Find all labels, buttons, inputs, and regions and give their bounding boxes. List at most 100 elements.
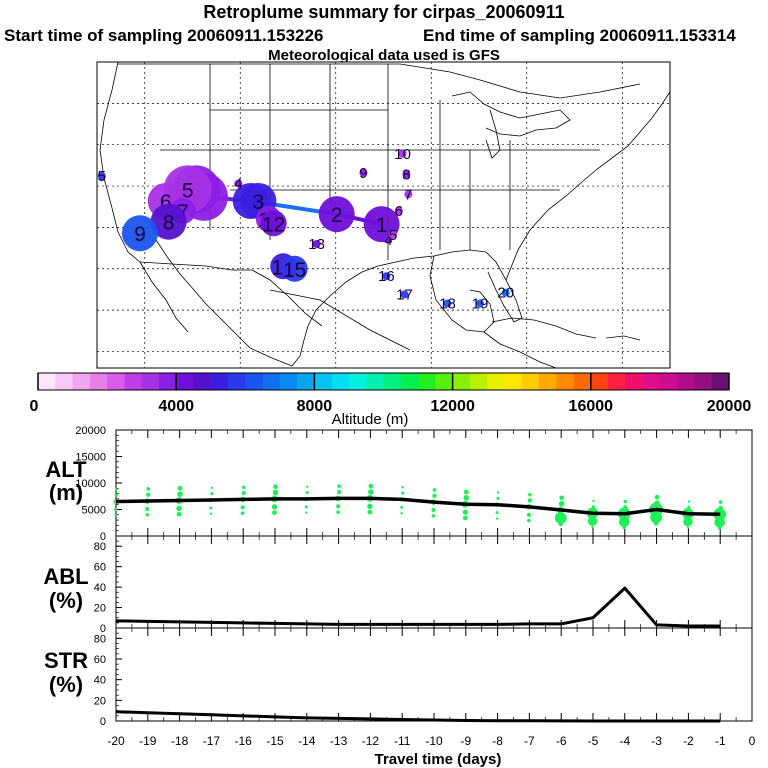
alt-plume-dot (623, 505, 628, 510)
alt-plume-dot (653, 520, 659, 526)
alt-plume-dot (305, 511, 308, 514)
alt-plume-dot (717, 526, 722, 530)
plume-point (121, 215, 158, 252)
colorbar-swatch (279, 373, 298, 390)
plume-point (312, 239, 321, 248)
map-panel: 1233444555566778899101112131415161718192… (96, 61, 671, 369)
alt-plume-dot (592, 499, 595, 503)
alt-ytick-label: 10000 (75, 478, 106, 490)
x-tick-label: -13 (330, 734, 348, 748)
abl-label-unit: (%) (49, 588, 83, 613)
plume-point-label: 13 (308, 236, 325, 253)
str-label-unit: (%) (49, 672, 83, 697)
colorbar-tick-label: 16000 (569, 398, 614, 415)
x-tick-label: -2 (683, 734, 694, 748)
plume-point-label: 17 (396, 286, 413, 303)
alt-plume-dot (650, 511, 662, 524)
alt-plume-dot (241, 490, 246, 496)
alt-plume-dot (528, 492, 532, 497)
colorbar-swatch (366, 373, 384, 390)
colorbar-swatch (55, 373, 74, 390)
alt-plume-dot (337, 484, 341, 488)
alt-plume-dot (210, 486, 214, 489)
x-tick-label: -10 (425, 734, 443, 748)
gulf-coast (291, 249, 487, 367)
alt-plume-dot (687, 500, 691, 503)
alt-plume-dot (687, 505, 691, 509)
alt-plume-dot (336, 510, 340, 514)
colorbar-swatch (487, 373, 505, 390)
plume-point-label: 16 (378, 268, 395, 285)
x-tick-label: -11 (394, 734, 411, 748)
plume-point-label: 8 (402, 166, 410, 183)
alt-label-unit: (m) (49, 480, 83, 505)
plume-point (97, 172, 106, 181)
colorbar-swatch (435, 373, 454, 390)
alt-plume-dot (210, 492, 214, 496)
alt-plume-dot (714, 516, 725, 528)
alt-plume-dot (654, 494, 660, 500)
alt-plume-dot (336, 489, 342, 495)
alt-plume-dot (367, 503, 373, 510)
colorbar-swatch (89, 373, 108, 390)
str-ytick-label: 20 (94, 695, 106, 707)
alt-plume-dot (271, 504, 278, 510)
alt-plume-dot (526, 512, 532, 517)
alt-plume-dot (463, 495, 470, 501)
x-tick-label: -5 (588, 734, 599, 748)
abl-ytick-label: 60 (94, 562, 106, 574)
colorbar-swatch (521, 373, 540, 390)
colorbar-swatch (158, 373, 177, 390)
alt-plume-dot (718, 505, 723, 511)
alt-plume-dot (527, 498, 533, 503)
colorbar-swatch (538, 373, 557, 390)
alt-plume-dot (209, 512, 213, 515)
plume-point (359, 168, 368, 177)
alt-plume-dot (462, 509, 468, 515)
plume-point-label: 4 (384, 232, 392, 249)
colorbar-swatch (383, 373, 402, 390)
alt-plume-dot (496, 491, 500, 494)
alt-plume-dot (336, 504, 341, 509)
alt-plume-dot (114, 493, 119, 497)
plume-point (443, 299, 452, 308)
atlantic-coast (505, 91, 670, 281)
alt-plume-dot (463, 489, 469, 495)
alt-plume-dot (368, 489, 374, 495)
plume-point-label: 7 (404, 186, 412, 203)
x-tick-label: -12 (362, 734, 380, 748)
x-tick-label: -18 (171, 734, 189, 748)
alt-plume-dot (400, 512, 403, 515)
central-america (483, 331, 557, 368)
plume-point (398, 149, 407, 158)
florida (485, 251, 523, 323)
alt-plume-dot (654, 500, 660, 506)
mexico-state-line (269, 289, 411, 351)
alt-plume-dot (431, 514, 436, 518)
alt-plume-dot (115, 488, 118, 491)
abl-line (115, 586, 721, 628)
alt-plume-dot (591, 505, 596, 509)
alt-plume-dot (686, 526, 690, 529)
plume-point (318, 196, 355, 233)
alt-panel: 0 5000 10000 15000 20000 ALT(m) (45, 425, 753, 543)
alt-plume-dot (587, 516, 598, 526)
plume-point (402, 170, 411, 179)
plume-point (400, 290, 409, 299)
colorbar-title: Altitude (m) (332, 411, 409, 428)
colorbar-swatch (193, 373, 212, 390)
us-canada-border (118, 63, 641, 99)
plume-point-label: 2 (331, 204, 343, 227)
str-ytick-label: 40 (94, 675, 106, 687)
alt-plume-dot (622, 525, 627, 530)
great-lakes (451, 91, 571, 137)
abl-ytick-label: 40 (94, 582, 106, 594)
x-tick-label: -1 (715, 734, 726, 748)
alt-plume-dot (114, 508, 117, 511)
alt-ytick-label: 20000 (75, 425, 106, 437)
plume-point (475, 299, 484, 308)
alt-plume-dot (306, 485, 309, 488)
x-tick-label: -9 (460, 734, 471, 748)
